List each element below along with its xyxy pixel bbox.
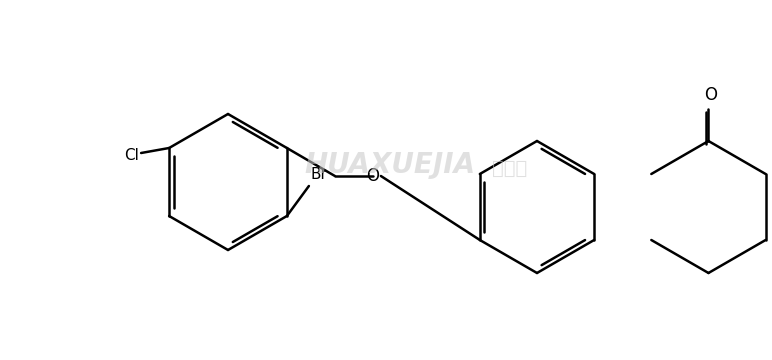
Text: 化学加: 化学加 — [493, 158, 527, 177]
Text: Cl: Cl — [124, 148, 139, 162]
Text: Br: Br — [311, 167, 328, 182]
Text: HUAXUEJIA: HUAXUEJIA — [304, 151, 476, 179]
Text: O: O — [367, 167, 379, 185]
Text: O: O — [704, 86, 717, 104]
